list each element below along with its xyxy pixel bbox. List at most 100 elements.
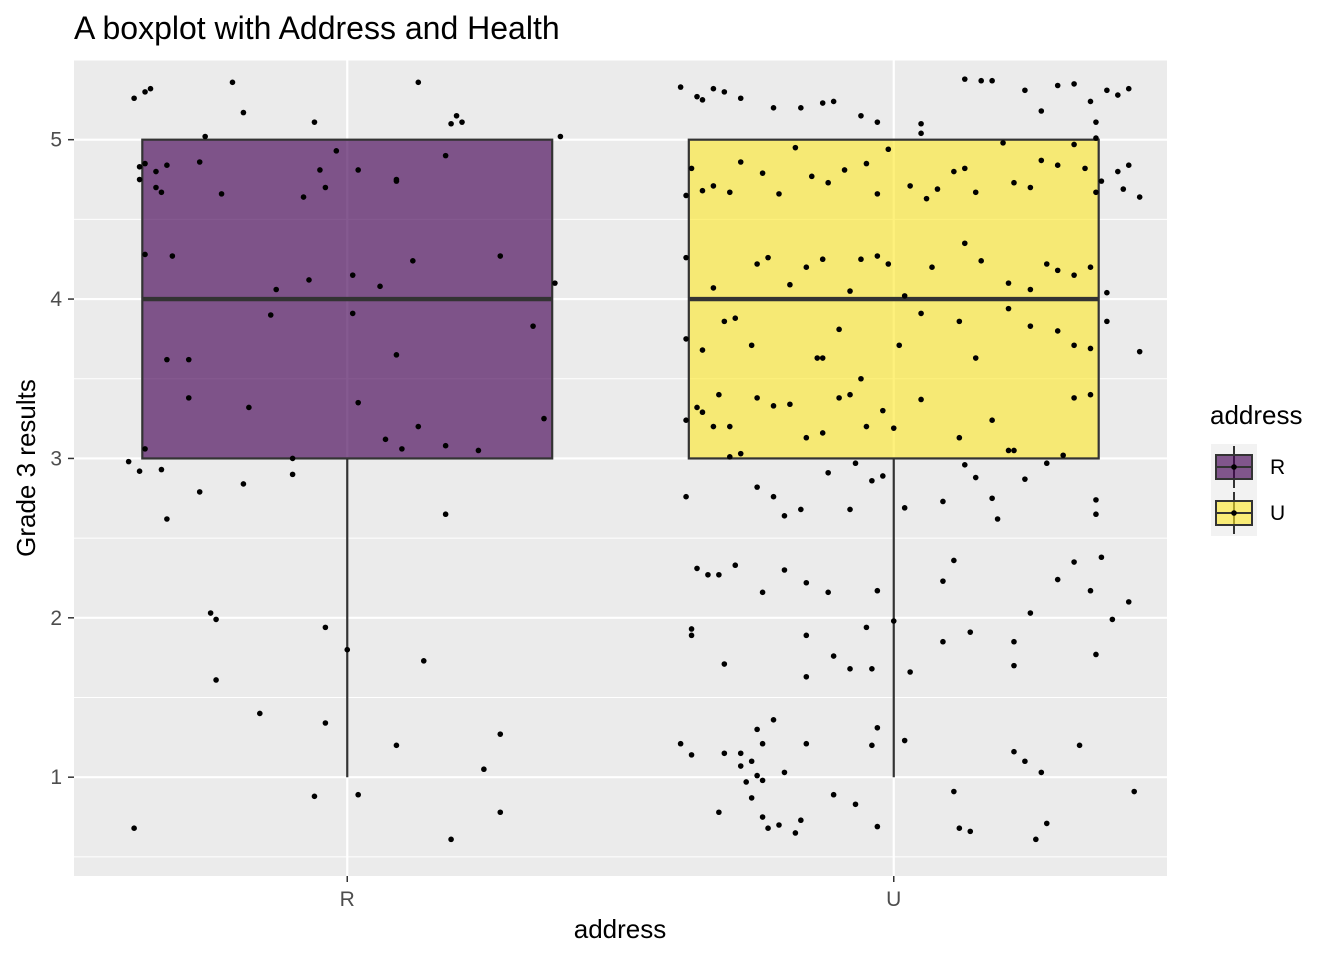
point-U-92: [896, 342, 903, 349]
point-U-123: [1011, 447, 1017, 454]
point-R-3: [229, 79, 236, 86]
point-U-41: [885, 146, 892, 153]
point-U-129: [770, 493, 777, 500]
point-U-203: [781, 769, 788, 776]
point-R-72: [497, 731, 504, 737]
point-U-158: [940, 578, 946, 584]
point-R-2: [147, 85, 154, 92]
point-U-213: [951, 788, 957, 795]
point-U-71: [885, 261, 892, 267]
point-U-170: [830, 653, 837, 659]
point-U-30: [710, 183, 717, 189]
point-U-42: [907, 183, 913, 189]
point-R-78: [448, 836, 454, 843]
point-U-11: [874, 119, 881, 125]
y-tick-label-4: 5: [50, 129, 62, 152]
point-U-103: [683, 417, 689, 423]
point-U-28: [688, 165, 695, 172]
point-R-75: [355, 791, 361, 798]
point-U-83: [683, 336, 689, 342]
point-U-58: [1120, 186, 1127, 192]
point-U-64: [765, 254, 771, 261]
point-U-98: [1054, 328, 1061, 334]
point-R-56: [158, 466, 165, 473]
point-U-134: [852, 460, 859, 467]
point-R-5: [311, 119, 318, 125]
point-U-23: [1115, 92, 1121, 98]
point-U-68: [847, 288, 853, 294]
point-U-215: [967, 828, 974, 835]
legend-title: address: [1210, 400, 1303, 430]
point-U-192: [874, 724, 881, 731]
point-U-211: [852, 801, 859, 808]
point-U-210: [830, 791, 837, 798]
point-U-102: [1136, 348, 1143, 355]
point-U-38: [841, 167, 848, 173]
point-U-160: [1027, 610, 1034, 616]
point-R-67: [420, 658, 427, 664]
point-U-6: [770, 105, 777, 111]
point-R-7: [415, 79, 422, 86]
y-tick-label-1: 2: [50, 607, 62, 630]
y-tick-label-3: 4: [50, 288, 62, 311]
point-U-33: [759, 170, 766, 176]
point-U-119: [918, 396, 924, 403]
point-U-217: [1043, 820, 1050, 827]
point-U-95: [972, 355, 979, 361]
point-R-50: [415, 423, 422, 430]
point-U-8: [819, 100, 826, 106]
point-U-125: [1087, 391, 1094, 398]
point-R-57: [164, 516, 170, 522]
point-U-43: [923, 195, 930, 202]
point-U-157: [874, 587, 881, 594]
point-U-124: [1071, 395, 1077, 401]
point-U-25: [1125, 85, 1132, 92]
point-R-77: [131, 825, 137, 831]
point-R-49: [399, 446, 405, 452]
point-U-87: [748, 342, 755, 349]
point-U-36: [808, 173, 815, 180]
point-R-11: [136, 163, 143, 170]
point-U-52: [1054, 162, 1061, 168]
point-R-4: [240, 109, 247, 116]
point-U-81: [1087, 264, 1094, 270]
point-U-88: [814, 355, 821, 361]
point-U-191: [803, 740, 810, 747]
point-U-177: [967, 629, 974, 635]
point-R-55: [136, 468, 143, 474]
point-U-21: [1087, 98, 1094, 105]
point-R-52: [475, 447, 482, 454]
point-U-175: [907, 669, 913, 675]
point-R-20: [218, 191, 225, 197]
point-U-141: [989, 495, 995, 502]
point-U-74: [961, 240, 968, 247]
point-R-22: [317, 167, 323, 173]
point-R-48: [382, 436, 389, 443]
point-U-40: [874, 191, 881, 197]
point-U-16: [989, 77, 995, 84]
point-U-162: [1071, 559, 1077, 565]
point-U-186: [737, 750, 744, 757]
point-U-155: [803, 579, 810, 586]
point-U-189: [748, 758, 755, 765]
point-U-144: [1043, 460, 1050, 467]
point-U-91: [858, 375, 864, 382]
point-U-216: [1033, 836, 1039, 843]
point-R-69: [257, 710, 263, 717]
point-U-193: [869, 742, 875, 749]
point-R-63: [207, 610, 214, 616]
point-R-38: [267, 312, 274, 318]
point-U-182: [803, 673, 810, 680]
legend-label-R: R: [1270, 456, 1285, 479]
point-U-108: [727, 423, 733, 430]
point-U-44: [934, 186, 941, 192]
point-U-18: [1038, 108, 1045, 114]
point-U-218: [1131, 788, 1138, 795]
point-U-4: [721, 89, 728, 95]
point-U-79: [1054, 267, 1061, 274]
point-U-207: [776, 822, 782, 828]
point-U-84: [699, 347, 706, 353]
point-U-97: [1027, 323, 1034, 329]
point-R-31: [273, 286, 280, 293]
